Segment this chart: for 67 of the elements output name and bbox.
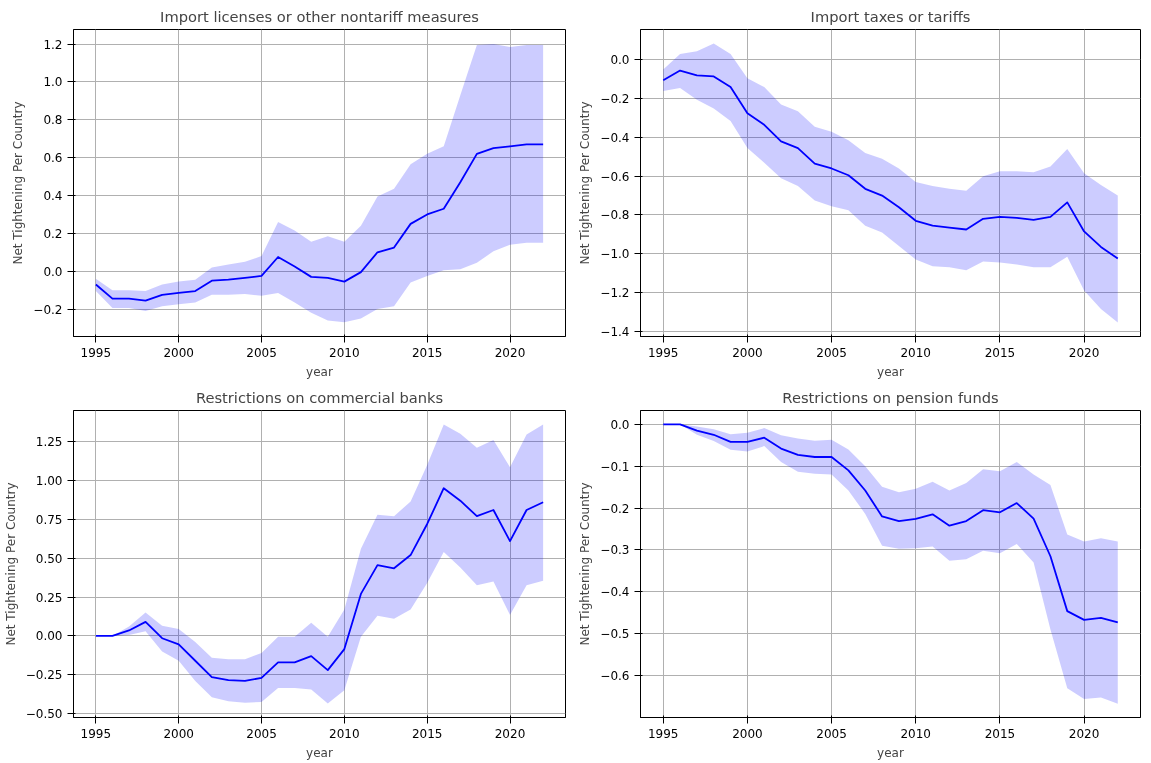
x-tick-label: 2015 <box>984 345 1016 360</box>
y-tick-label: 1.00 <box>35 473 63 488</box>
y-tick-label: 0.6 <box>43 151 63 166</box>
x-tick-label: 2005 <box>816 726 847 741</box>
y-tick-label: 0.25 <box>35 590 63 605</box>
y-tick-label: −0.2 <box>600 92 630 107</box>
x-tick-label: 2010 <box>329 726 360 741</box>
y-tick-label: 1.2 <box>43 37 63 52</box>
x-tick-label: 2010 <box>329 345 360 360</box>
y-tick-label: −0.2 <box>33 302 63 317</box>
x-axis-title: year <box>306 364 333 379</box>
x-tick-label: 2005 <box>816 345 847 360</box>
x-tick-label: 2020 <box>494 726 526 741</box>
y-tick-label: −1.0 <box>600 247 630 262</box>
y-tick-label: −1.4 <box>600 324 630 339</box>
x-tick-label: 2005 <box>246 345 277 360</box>
y-axis-title: Net Tightening Per Country <box>11 101 26 265</box>
x-tick-label: 2020 <box>1068 726 1100 741</box>
x-tick-label: 1995 <box>647 345 679 360</box>
x-axis-title: year <box>877 364 904 379</box>
x-tick-label: 1995 <box>80 726 112 741</box>
x-tick-label: 1995 <box>80 345 112 360</box>
x-tick-label: 2020 <box>494 345 526 360</box>
chart-title: Restrictions on commercial banks <box>195 388 444 406</box>
x-tick-label: 1995 <box>647 726 679 741</box>
x-tick-label: 2010 <box>900 726 932 741</box>
y-tick-label: −0.25 <box>25 668 63 683</box>
y-tick-label: −0.8 <box>600 208 630 223</box>
y-tick-label: 0.4 <box>43 188 63 203</box>
y-tick-label: −0.2 <box>600 501 630 516</box>
y-tick-label: −0.6 <box>600 169 630 184</box>
y-tick-label: 1.0 <box>43 75 63 90</box>
y-tick-label: −0.50 <box>25 707 63 722</box>
x-tick-label: 2015 <box>411 345 443 360</box>
x-tick-label: 2010 <box>900 345 932 360</box>
y-tick-label: 0.0 <box>610 53 630 68</box>
y-tick-label: 1.25 <box>35 435 63 450</box>
y-tick-label: 0.00 <box>35 629 63 644</box>
x-tick-label: 2000 <box>163 726 194 741</box>
x-tick-label: 2005 <box>246 726 277 741</box>
chart-title: Restrictions on pension funds <box>782 388 999 406</box>
y-tick-label: 0.75 <box>35 512 63 527</box>
y-axis-title: Net Tightening Per Country <box>578 482 593 646</box>
y-tick-label: 0.0 <box>610 417 630 432</box>
y-axis-title: Net Tightening Per Country <box>3 482 18 646</box>
y-tick-label: −0.4 <box>600 585 630 600</box>
x-axis-title: year <box>877 745 904 760</box>
x-axis-title: year <box>306 745 333 760</box>
y-tick-label: 0.0 <box>43 264 63 279</box>
y-axis-title: Net Tightening Per Country <box>578 101 593 265</box>
y-tick-label: −0.5 <box>600 627 630 642</box>
x-tick-label: 2000 <box>732 726 763 741</box>
x-tick-label: 2015 <box>411 726 443 741</box>
y-tick-label: −0.6 <box>600 669 630 684</box>
x-tick-label: 2000 <box>732 345 763 360</box>
y-tick-label: 0.50 <box>35 551 63 566</box>
x-tick-label: 2020 <box>1068 345 1100 360</box>
chart-title: Import licenses or other nontariff measures <box>160 7 479 25</box>
y-tick-label: −0.3 <box>600 543 630 558</box>
y-tick-label: −1.2 <box>600 286 630 300</box>
chart-title: Import taxes or tariffs <box>810 7 971 25</box>
y-tick-label: 0.8 <box>43 113 63 128</box>
x-tick-label: 2000 <box>163 345 194 360</box>
y-tick-label: −0.1 <box>600 459 630 474</box>
x-tick-label: 2015 <box>984 726 1016 741</box>
y-tick-label: 0.2 <box>43 226 63 241</box>
y-tick-label: −0.4 <box>600 130 630 145</box>
